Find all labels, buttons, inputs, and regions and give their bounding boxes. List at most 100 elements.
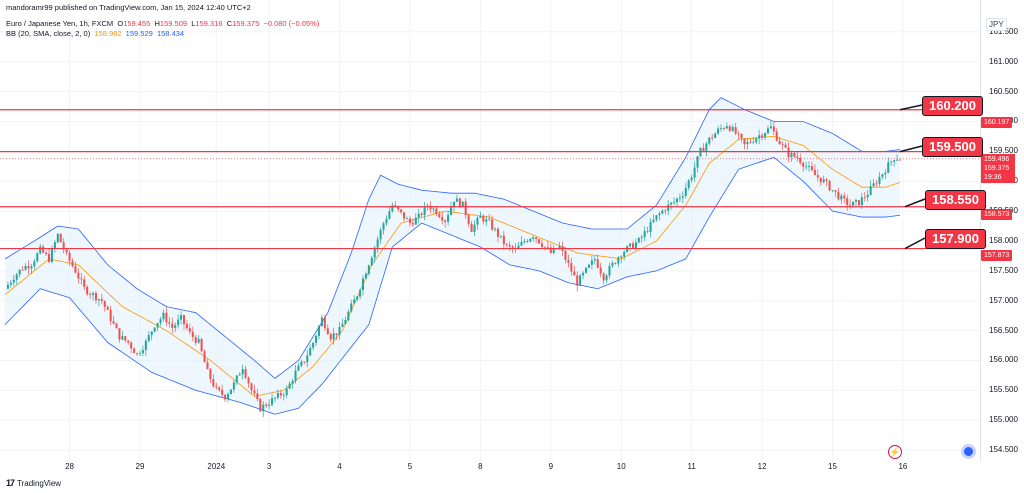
candle-body (752, 142, 755, 144)
candle-body (397, 206, 400, 210)
candle-body (502, 235, 505, 245)
candle-body (772, 126, 775, 132)
candle-body (332, 333, 335, 340)
candle-body (491, 219, 494, 230)
candle-body (405, 218, 409, 220)
candle-body (159, 319, 162, 324)
x-tick-label: 16 (898, 462, 908, 471)
y-tick-label: 158.000 (989, 235, 1018, 245)
candle-body (168, 322, 171, 324)
price-tag-r2: 159.496 (984, 156, 1010, 163)
candle-body (309, 347, 312, 356)
target-icon[interactable] (961, 444, 976, 459)
candle-body (540, 243, 544, 247)
candle-body (543, 246, 546, 248)
candle-body (118, 328, 121, 340)
candle-body (793, 153, 796, 157)
candle-body (661, 210, 664, 214)
candle-body (347, 311, 350, 320)
candle-body (241, 369, 244, 375)
candle-body (863, 197, 866, 199)
candle-body (92, 293, 95, 295)
candle-body (262, 404, 265, 412)
candle-body (68, 252, 71, 261)
candle-body (784, 144, 787, 148)
candle-body (658, 213, 661, 216)
candle-body (517, 245, 520, 249)
lightning-icon[interactable]: ⚡ (888, 445, 902, 459)
candle-body (359, 289, 362, 297)
x-tick-label: 15 (828, 462, 837, 471)
candle-body (546, 246, 549, 248)
callout-160200: 160.200 (922, 96, 983, 116)
candle-body (652, 219, 655, 222)
candle-body (887, 162, 890, 173)
callout-pointer-2 (904, 198, 926, 208)
candle-body (766, 128, 769, 134)
price-tag-s1: 158.573 (981, 209, 1013, 220)
candle-body (834, 190, 837, 192)
bb-legend[interactable]: BB (20, SMA, close, 2, 0) 158.982 159.52… (6, 29, 184, 38)
price-chart[interactable] (0, 0, 980, 462)
candle-body (761, 135, 764, 137)
candle-body (646, 231, 649, 232)
callout-pointer-3 (904, 237, 926, 250)
candle-body (188, 328, 191, 332)
candle-body (473, 224, 476, 232)
callout-158550: 158.550 (925, 190, 986, 210)
candle-body (582, 272, 585, 276)
candle-body (429, 205, 432, 210)
candle-body (805, 166, 808, 168)
candle-body (171, 323, 174, 328)
candle-body (705, 143, 708, 151)
candle-body (746, 142, 749, 145)
candle-body (391, 205, 394, 212)
candle-body (218, 387, 221, 390)
candle-body (884, 172, 887, 175)
candle-body (191, 331, 194, 337)
footer-brand: TradingView (17, 478, 62, 488)
candle-body (253, 390, 256, 394)
candle-body (749, 142, 752, 143)
candle-body (256, 393, 259, 400)
candle-body (435, 208, 438, 215)
bb-lower-line (4, 156, 901, 415)
candle-body (162, 312, 165, 320)
candle-body (852, 201, 855, 206)
candle-body (664, 210, 667, 212)
currency-label[interactable]: JPY (986, 18, 1007, 31)
candle-body (872, 183, 875, 187)
candle-body (482, 215, 485, 222)
time-axis[interactable]: 28 29 2024 3 4 5 8 9 10 11 12 15 16 (0, 462, 980, 476)
candle-body (89, 294, 92, 295)
candle-body (479, 215, 482, 218)
candle-body (59, 233, 62, 243)
candle-body (121, 336, 124, 340)
ohlc-low: L159.316 (191, 19, 223, 28)
callout-pointer-1 (899, 145, 923, 153)
candle-body (640, 236, 643, 238)
candle-body (197, 339, 200, 343)
y-tick-label: 156.500 (989, 325, 1018, 335)
candle-body (778, 140, 781, 145)
candle-body (341, 324, 344, 328)
candle-body (335, 333, 338, 335)
candle-body (549, 247, 552, 253)
bb-upper-value: 159.529 (125, 29, 153, 38)
candle-body (209, 369, 212, 380)
symbol-legend[interactable]: Euro / Japanese Yen, 1h, FXCM O159.455 H… (6, 19, 319, 28)
candle-body (109, 309, 112, 322)
candle-body (819, 177, 822, 183)
candle-body (714, 133, 717, 138)
candle-body (461, 201, 464, 207)
candle-body (74, 266, 77, 273)
candle-body (285, 388, 288, 396)
price-axis[interactable]: 161.500161.000160.500160.000159.500159.0… (980, 0, 1024, 462)
candle-body (344, 319, 347, 325)
candle-body (655, 215, 658, 220)
candle-body (185, 324, 188, 329)
candle-body (329, 334, 332, 340)
candle-body (837, 191, 840, 200)
chart-area[interactable] (0, 0, 980, 462)
candle-body (769, 126, 772, 129)
